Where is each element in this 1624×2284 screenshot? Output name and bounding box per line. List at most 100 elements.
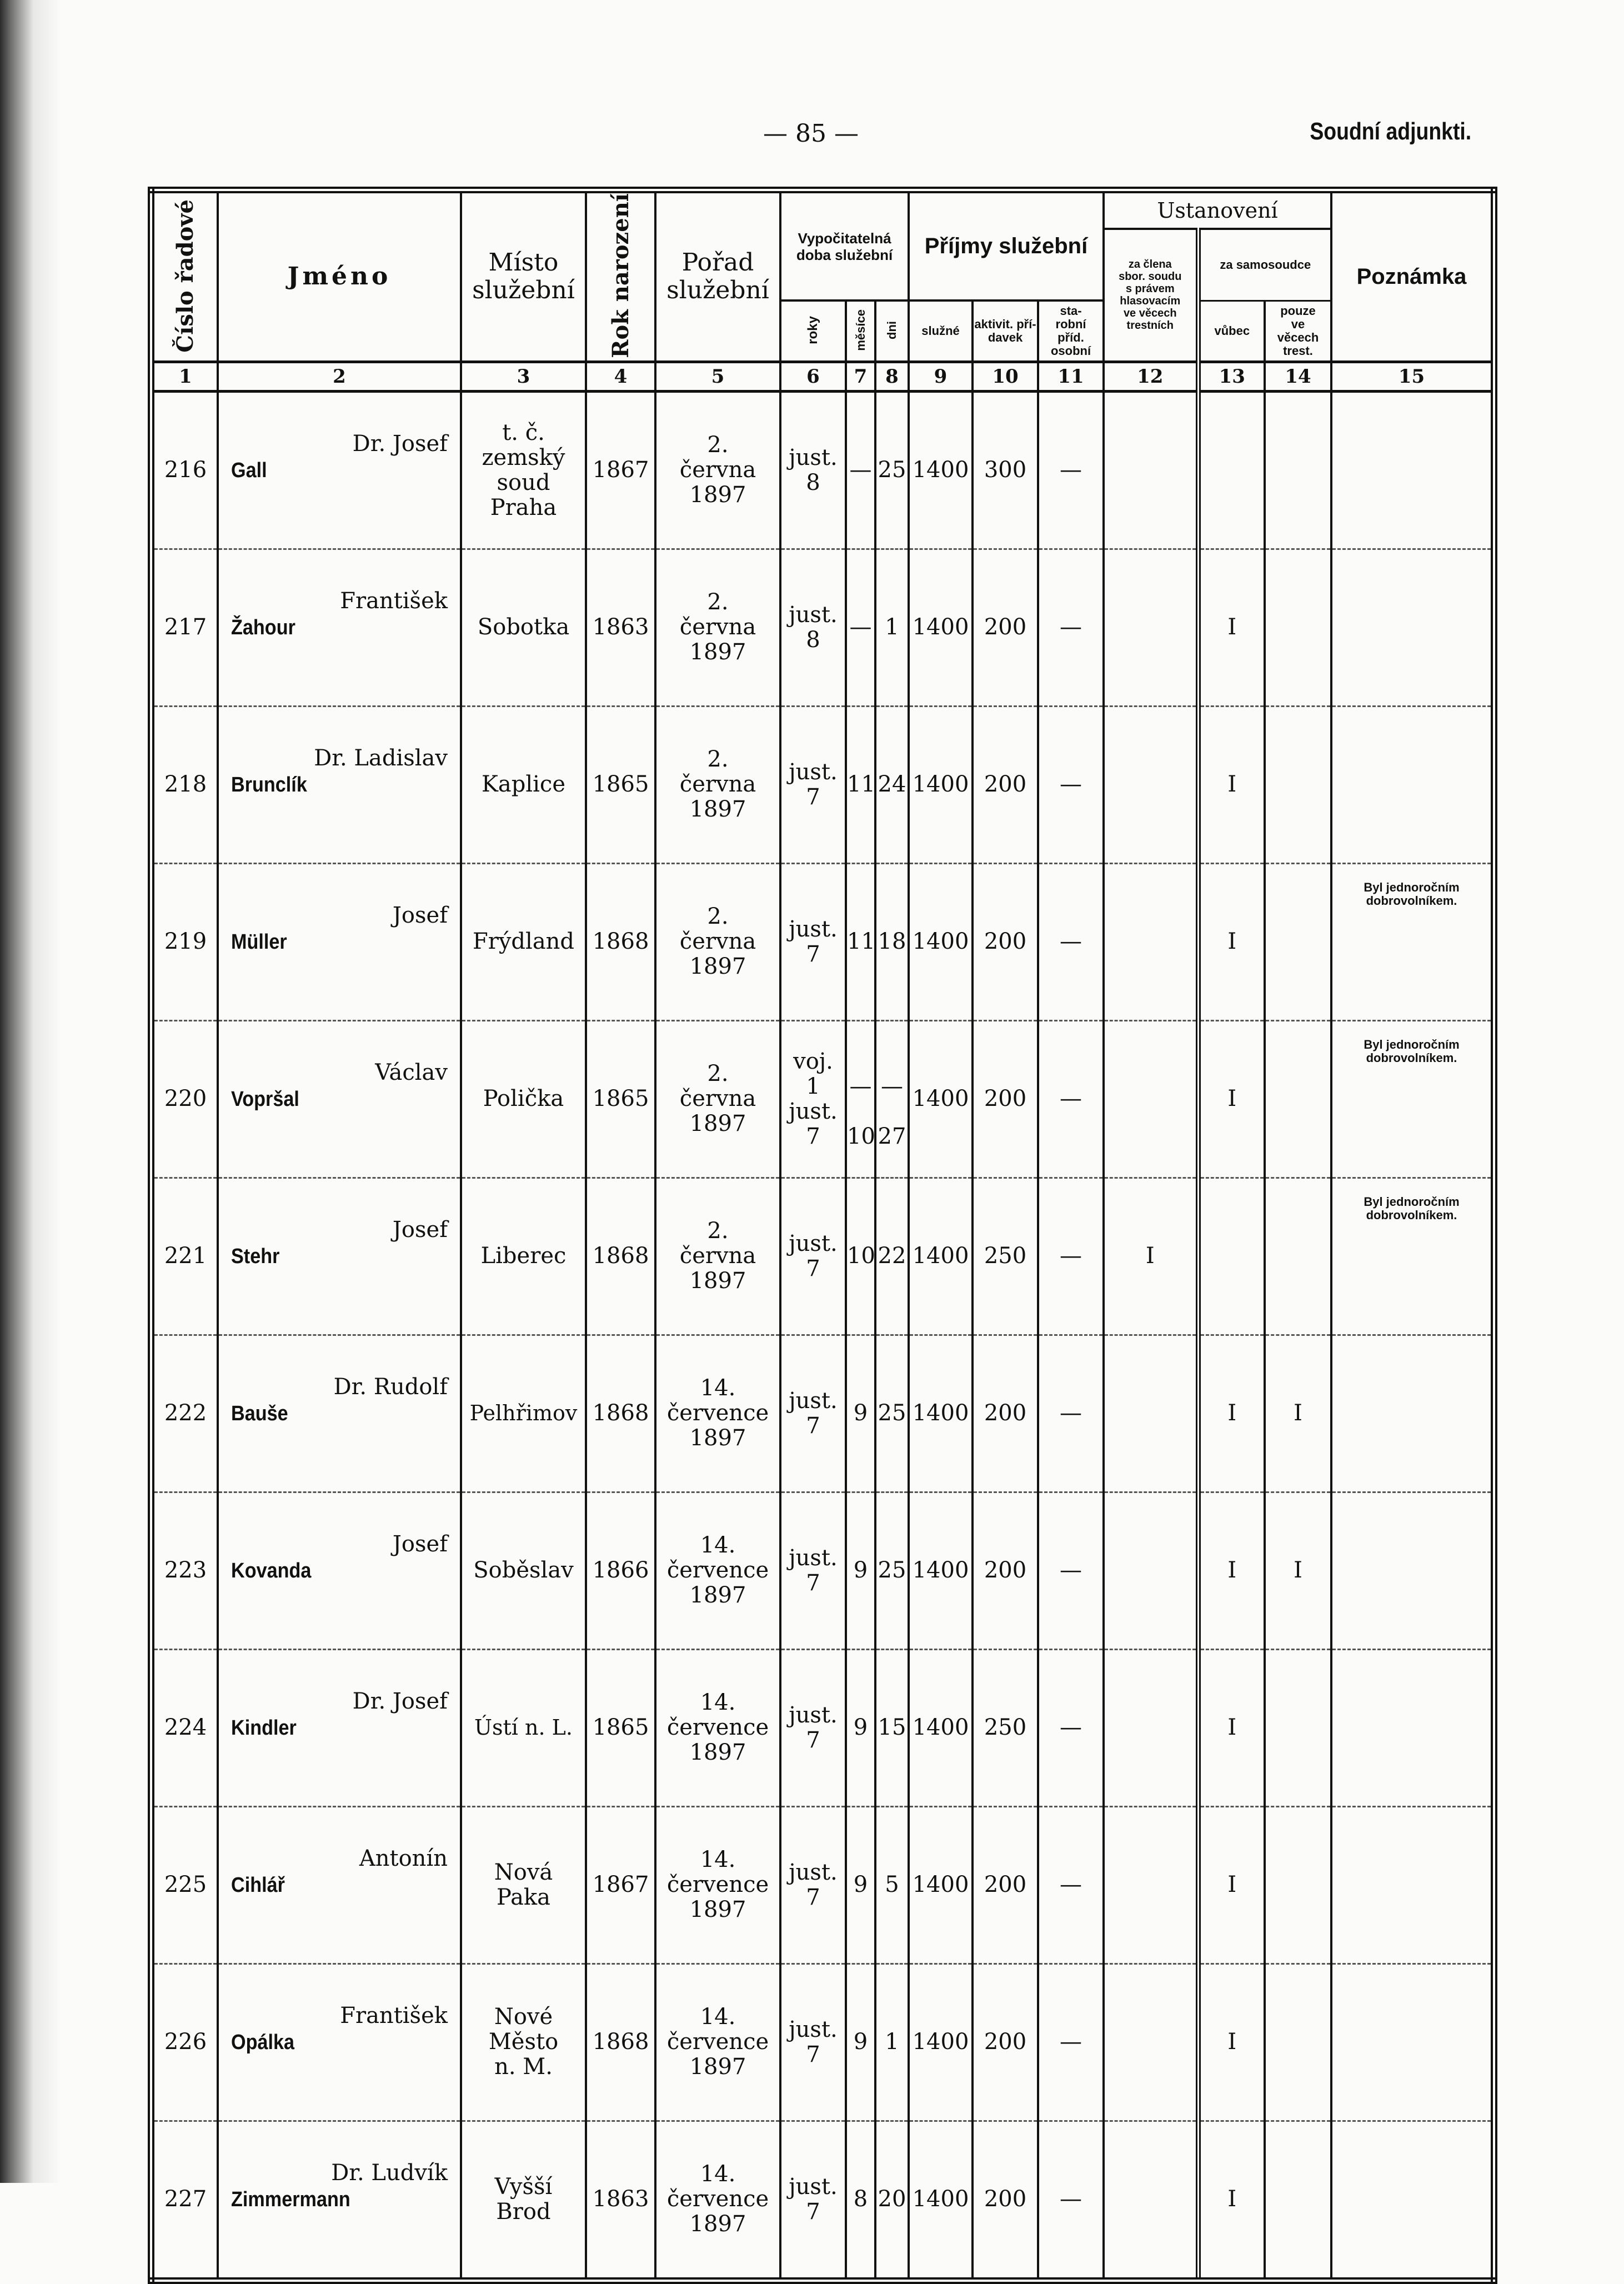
service-days: 15 (874, 1649, 909, 1807)
criminal-only-mark (1264, 1178, 1332, 1336)
birth-year: 1868 (585, 1335, 655, 1493)
activity-allowance: 250 (971, 1649, 1039, 1807)
service-place: Soběslav (460, 1492, 586, 1650)
birth-year: 1865 (585, 1649, 655, 1807)
birth-year: 1865 (585, 1020, 655, 1179)
first-name: Antonín (359, 1845, 448, 1871)
personal-allowance: — (1037, 706, 1104, 864)
single-judge-mark: I (1195, 1964, 1265, 2122)
table-row: 223 Josef Kovanda Soběslav 1866 14. července … (151, 1492, 1495, 1650)
name-cell: Václav Vopršal (217, 1020, 461, 1179)
first-name: Václav (375, 1059, 448, 1085)
first-name: Josef (392, 902, 448, 928)
service-months: 10 (845, 1178, 875, 1336)
serial-number: 217 (151, 549, 218, 707)
header-appointment: Ustanovení (1102, 190, 1332, 230)
name-cell: František Opálka (217, 1964, 461, 2122)
service-days: 20 (874, 2121, 909, 2281)
header-income: Příjmy služební (908, 190, 1104, 302)
criminal-only-mark: I (1264, 1335, 1332, 1493)
scan-edge (0, 0, 61, 2183)
column-number: 11 (1037, 362, 1104, 393)
serial-number: 223 (151, 1492, 218, 1650)
single-judge-mark: I (1195, 1335, 1265, 1493)
column-number-row: 1 2 3 4 5 6 7 8 9 10 11 12 13 14 15 (151, 362, 1495, 393)
name-cell: Josef Kovanda (217, 1492, 461, 1650)
note: Byl jednoročním dobrovolníkem. (1330, 1020, 1495, 1179)
service-order: 14. července 1897 (654, 1964, 780, 2122)
activity-allowance: 200 (971, 549, 1039, 707)
table-row: 225 Antonín Cihlář Nová Paka 1867 14. červenc… (151, 1806, 1495, 1965)
service-place: Nové Město n. M. (460, 1964, 586, 2122)
first-name: Dr. Ludvík (331, 2160, 448, 2186)
service-place: Sobotka (460, 549, 586, 707)
first-name: Dr. Josef (352, 430, 448, 457)
service-place: Pelhřimov (460, 1335, 586, 1493)
name-cell: Dr. Josef Gall (217, 391, 461, 550)
column-number: 8 (874, 362, 909, 393)
page-number: — 85 — (763, 119, 859, 148)
service-years: just. 8 (779, 549, 846, 707)
personal-allowance: — (1037, 1020, 1104, 1179)
first-name: Josef (392, 1216, 448, 1243)
service-place: Ústí n. L. (460, 1649, 586, 1807)
criminal-only-mark (1264, 391, 1332, 550)
name-cell: Dr. Josef Kindler (217, 1649, 461, 1807)
column-number: 3 (460, 362, 586, 393)
criminal-only-mark (1264, 863, 1332, 1021)
service-months: 9 (845, 1335, 875, 1493)
service-months: 9 (845, 1649, 875, 1807)
birth-year: 1866 (585, 1492, 655, 1650)
service-months: 11 (845, 863, 875, 1021)
service-days: — 27 (874, 1020, 909, 1179)
single-judge-mark: I (1195, 706, 1265, 864)
service-months: 8 (845, 2121, 875, 2281)
serial-number: 220 (151, 1020, 218, 1179)
activity-allowance: 200 (971, 863, 1039, 1021)
column-number: 6 (779, 362, 846, 393)
header-place: Místo služební (460, 190, 586, 363)
note (1330, 1649, 1495, 1807)
serial-number: 221 (151, 1178, 218, 1336)
salary: 1400 (908, 1020, 973, 1179)
salary: 1400 (908, 1649, 973, 1807)
birth-year: 1867 (585, 391, 655, 550)
personal-allowance: — (1037, 1335, 1104, 1493)
service-order: 2. června 1897 (654, 1178, 780, 1336)
header-birth-year: Rok narození (585, 190, 655, 363)
name-cell: František Žahour (217, 549, 461, 707)
table-row: 221 Josef Stehr Liberec 1868 2. června 1897 ju… (151, 1178, 1495, 1336)
service-days: 22 (874, 1178, 909, 1336)
serial-number: 222 (151, 1335, 218, 1493)
service-months: — (845, 549, 875, 707)
single-judge-mark: I (1195, 1806, 1265, 1965)
column-number: 15 (1330, 362, 1495, 393)
surname: Gall (231, 458, 267, 482)
service-days: 25 (874, 1335, 909, 1493)
senate-member-mark (1102, 1806, 1199, 1965)
senate-member-mark (1102, 549, 1199, 707)
birth-year: 1865 (585, 706, 655, 864)
service-order: 2. června 1897 (654, 1020, 780, 1179)
senate-member-mark (1102, 706, 1199, 864)
service-order: 2. června 1897 (654, 863, 780, 1021)
service-years: voj. 1 just. 7 (779, 1020, 846, 1179)
serial-number: 218 (151, 706, 218, 864)
table-row: 218 Dr. Ladislav Brunclík Kaplice 1865 2. čer… (151, 706, 1495, 864)
serial-number: 219 (151, 863, 218, 1021)
serial-number: 216 (151, 391, 218, 550)
senate-member-mark (1102, 391, 1199, 550)
personal-allowance: — (1037, 1806, 1104, 1965)
service-place: Polička (460, 1020, 586, 1179)
single-judge-mark: I (1195, 1492, 1265, 1650)
header-serial-number: Číslo řadové (151, 190, 218, 363)
header-name: Jméno (217, 190, 461, 363)
surname: Kindler (231, 1716, 297, 1740)
first-name: Dr. Ladislav (314, 745, 448, 771)
senate-member-mark: I (1102, 1178, 1199, 1336)
note (1330, 1492, 1495, 1650)
table-body: 216 Dr. Josef Gall t. č. zemský soud Praha 1… (151, 391, 1495, 2281)
single-judge-mark (1195, 391, 1265, 550)
first-name: František (340, 588, 448, 614)
activity-allowance: 200 (971, 1335, 1039, 1493)
